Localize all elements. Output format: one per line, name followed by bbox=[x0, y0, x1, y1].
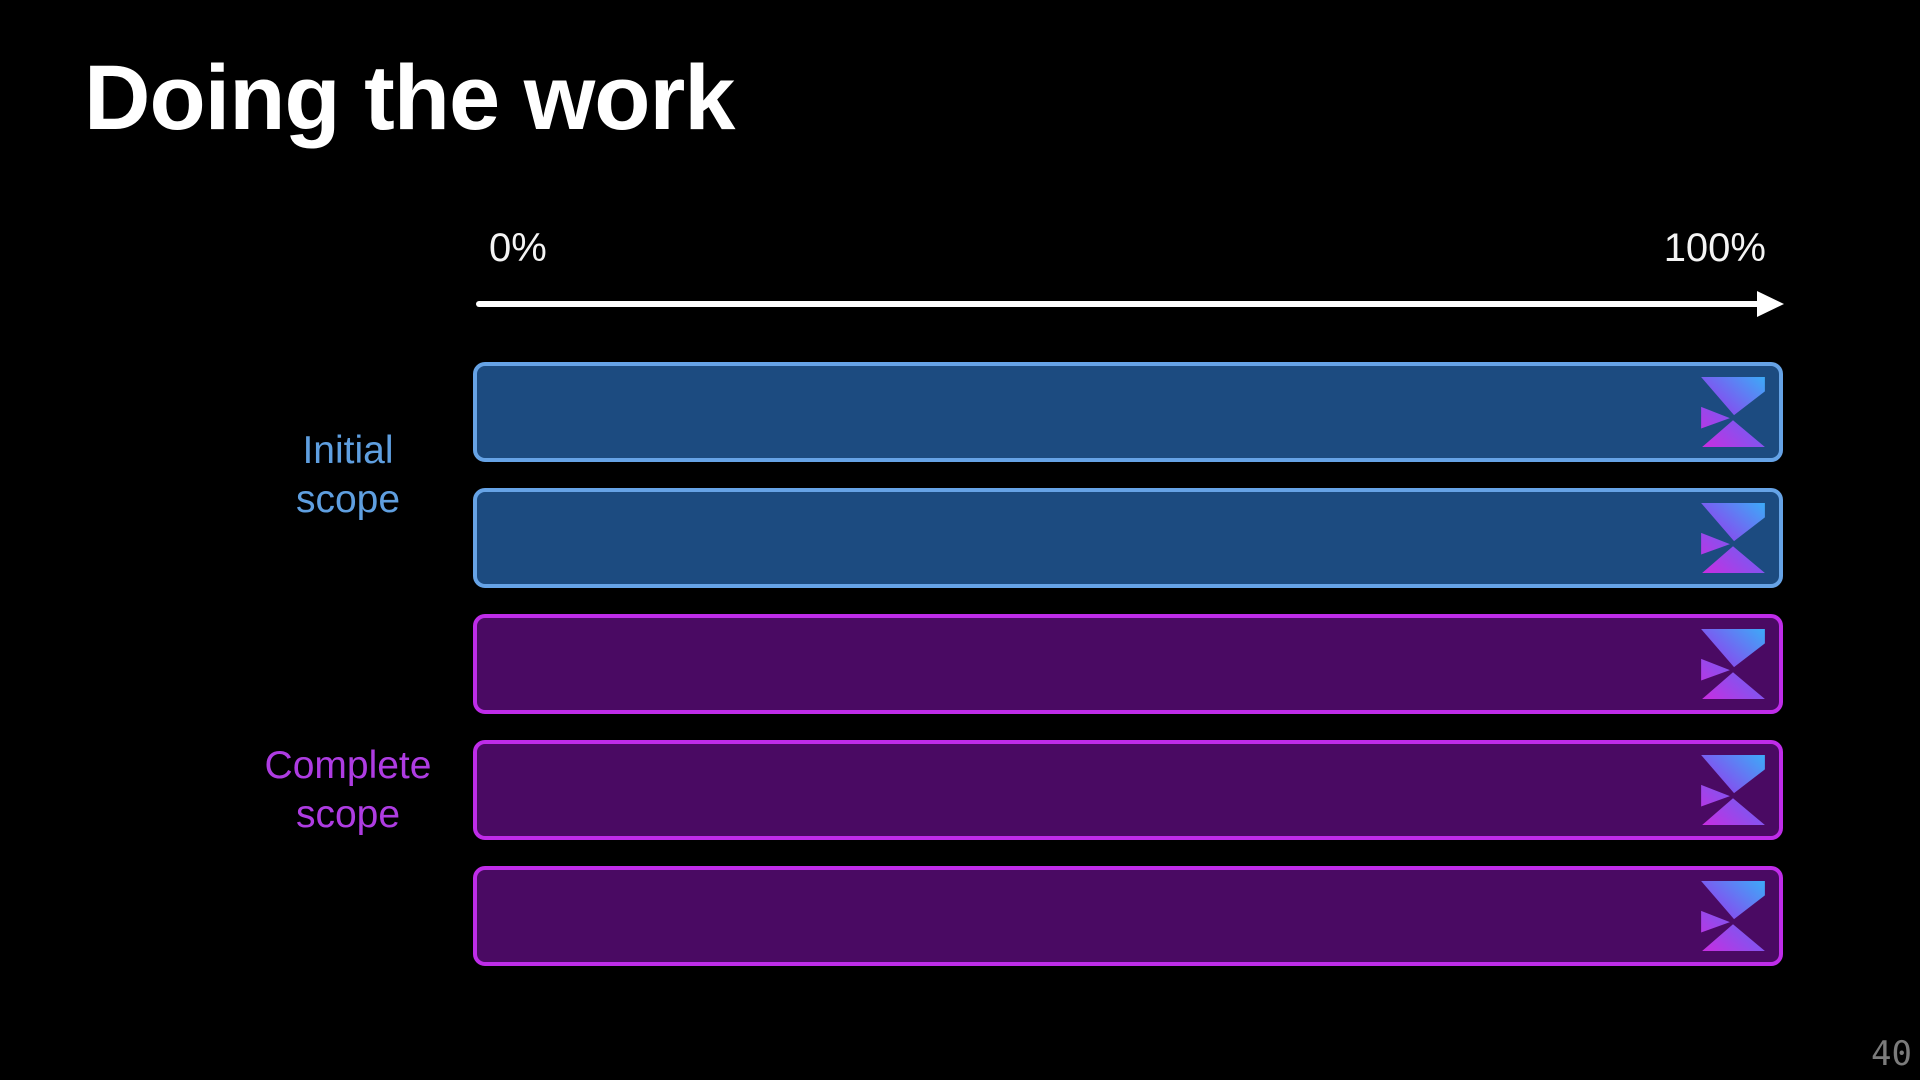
brand-triangle-logo-icon bbox=[1701, 755, 1765, 825]
page-number: 40 bbox=[1871, 1034, 1912, 1074]
progress-bar-complete-scope bbox=[473, 866, 1783, 966]
group-label-complete-scope: Complete scope bbox=[264, 744, 432, 836]
slide-title: Doing the work bbox=[84, 47, 735, 149]
axis-arrow-line bbox=[476, 301, 1760, 307]
group-label-initial-scope: Initial scope bbox=[295, 429, 401, 521]
brand-triangle-logo-icon bbox=[1701, 629, 1765, 699]
brand-triangle-logo-icon bbox=[1701, 881, 1765, 951]
axis-start-label: 0% bbox=[489, 226, 547, 270]
progress-bar-initial-scope bbox=[473, 488, 1783, 588]
axis-arrow-head-icon bbox=[1757, 291, 1784, 317]
progress-bar-complete-scope bbox=[473, 614, 1783, 714]
progress-bar-complete-scope bbox=[473, 740, 1783, 840]
brand-triangle-logo-icon bbox=[1701, 377, 1765, 447]
axis-end-label: 100% bbox=[1663, 226, 1766, 270]
progress-bar-initial-scope bbox=[473, 362, 1783, 462]
brand-triangle-logo-icon bbox=[1701, 503, 1765, 573]
